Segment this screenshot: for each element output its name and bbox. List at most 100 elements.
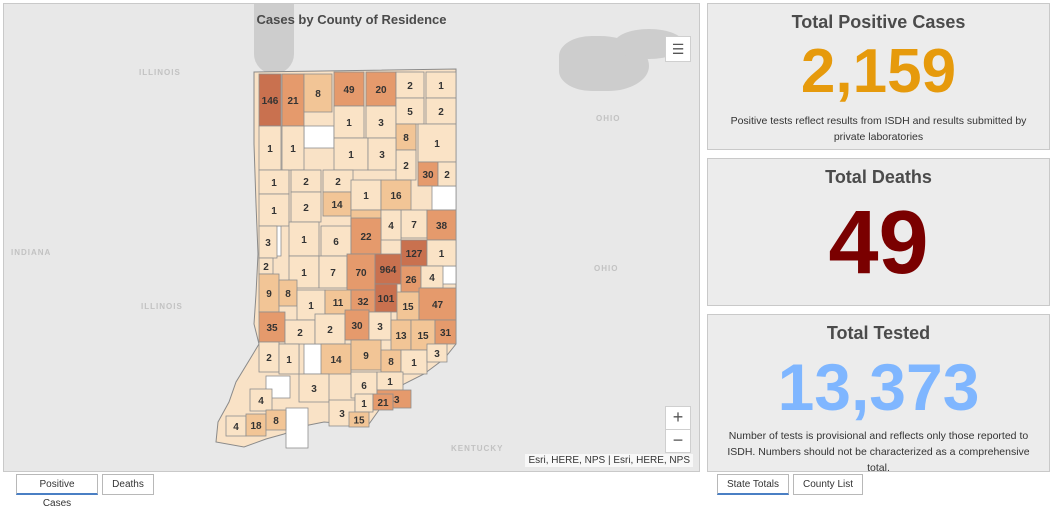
county-case-label: 3 [378,118,384,129]
county-shape[interactable] [395,71,425,99]
county-case-label: 1 [346,118,352,129]
county-case-label: 8 [273,416,279,427]
county-case-label: 2 [407,81,413,92]
county-shape[interactable] [320,343,352,375]
county-case-label: 1 [411,358,417,369]
tested-note: Number of tests is provisional and refle… [727,430,1030,474]
county-shape[interactable] [372,393,394,411]
county-case-label: 2 [438,107,444,118]
county-shape[interactable] [258,193,290,227]
county-shape[interactable] [426,239,457,267]
county-case-label: 2 [335,177,341,188]
county-case-label: 964 [380,265,397,276]
positive-cases-value: 2,159 [800,37,957,106]
county-shape[interactable] [333,137,369,171]
tab-state-totals[interactable]: State Totals [717,474,789,495]
deaths-card: Total Deaths 49 [707,158,1050,306]
county-shape[interactable] [426,209,457,241]
county-shape[interactable] [350,339,382,371]
county-case-label: 3 [311,384,317,395]
county-case-label: 8 [285,289,291,300]
county-shape[interactable] [265,409,287,431]
county-case-label: 18 [250,421,262,432]
state-label-indiana: INDIANA [11,248,52,257]
county-case-label: 8 [388,357,394,368]
county-case-label: 70 [355,268,367,279]
county-shape[interactable] [258,169,290,195]
county-case-label: 30 [422,170,434,181]
map-panel[interactable]: Cases by County of Residence ILLINOIS OH… [3,3,700,472]
county-case-label: 1 [308,301,314,312]
county-shape[interactable] [333,105,365,139]
county-case-label: 15 [417,331,429,342]
county-case-label: 3 [339,409,345,420]
map-attribution: Esri, HERE, NPS | Esri, HERE, NPS [525,454,693,467]
county-shape[interactable] [298,373,330,403]
state-label-kentucky: KENTUCKY [451,444,504,453]
state-label-ohio-south: OHIO [594,264,619,273]
county-case-label: 6 [333,237,339,248]
county-shape[interactable] [314,313,346,345]
zoom-out-button[interactable]: − [665,429,691,453]
county-shape[interactable] [350,217,382,255]
county-shape-no-cases[interactable] [431,185,457,211]
county-shape[interactable] [380,179,412,211]
county-shape[interactable] [258,311,286,343]
county-shape[interactable] [426,343,448,363]
county-shape[interactable] [417,123,457,163]
county-case-label: 1 [438,81,444,92]
map-title: Cases by County of Residence [256,12,447,27]
county-shape[interactable] [322,191,352,217]
county-shape-no-cases[interactable] [285,407,309,449]
county-case-label: 127 [406,249,423,260]
county-case-label: 9 [363,351,369,362]
county-case-label: 1 [301,235,307,246]
county-case-label: 2 [303,203,309,214]
county-case-label: 35 [266,323,278,334]
county-shape[interactable] [344,309,370,341]
county-case-label: 1 [286,355,292,366]
tab-county-list[interactable]: County List [793,474,863,495]
county-shape[interactable] [437,161,457,187]
county-case-label: 47 [432,300,444,311]
county-case-label: 7 [411,220,417,231]
county-shape[interactable] [249,388,273,412]
county-case-label: 26 [405,275,417,286]
county-case-label: 1 [271,178,277,189]
tab-deaths[interactable]: Deaths [102,474,154,495]
county-shape-no-cases[interactable] [303,125,335,149]
county-case-label: 3 [377,322,383,333]
tab-positive-cases[interactable]: Positive Cases [16,474,98,509]
county-case-label: 14 [331,200,343,211]
county-case-label: 1 [361,399,367,410]
deaths-value: 49 [828,193,929,293]
county-case-label: 101 [378,294,395,305]
county-shape[interactable] [350,179,382,211]
zoom-in-button[interactable]: + [665,406,691,430]
county-case-label: 4 [429,273,435,284]
county-shape[interactable] [288,221,320,257]
county-shape[interactable] [284,319,316,345]
county-case-label: 3 [434,349,440,360]
county-case-label: 2 [403,161,409,172]
county-shape[interactable] [367,137,397,171]
county-case-label: 1 [363,191,369,202]
county-shape[interactable] [346,253,376,291]
tested-title: Total Tested [826,323,931,343]
legend-button[interactable]: ☰ [665,36,691,62]
county-shape[interactable] [278,343,300,375]
county-case-label: 49 [343,85,355,96]
county-case-label: 1 [301,268,307,279]
county-shape[interactable] [400,349,428,375]
county-shape[interactable] [348,411,370,428]
county-case-label: 15 [353,416,365,427]
county-case-label: 1 [271,206,277,217]
county-case-label: 1 [267,144,273,155]
county-case-label: 8 [315,89,321,100]
indiana-county-map[interactable]: 1462184920211352118123021312212141167184… [4,4,700,472]
state-label-illinois: ILLINOIS [139,68,181,77]
county-shape[interactable] [365,105,397,139]
state-label-illinois-south: ILLINOIS [141,302,183,311]
county-case-label: 1 [348,150,354,161]
county-shape[interactable] [303,73,333,113]
